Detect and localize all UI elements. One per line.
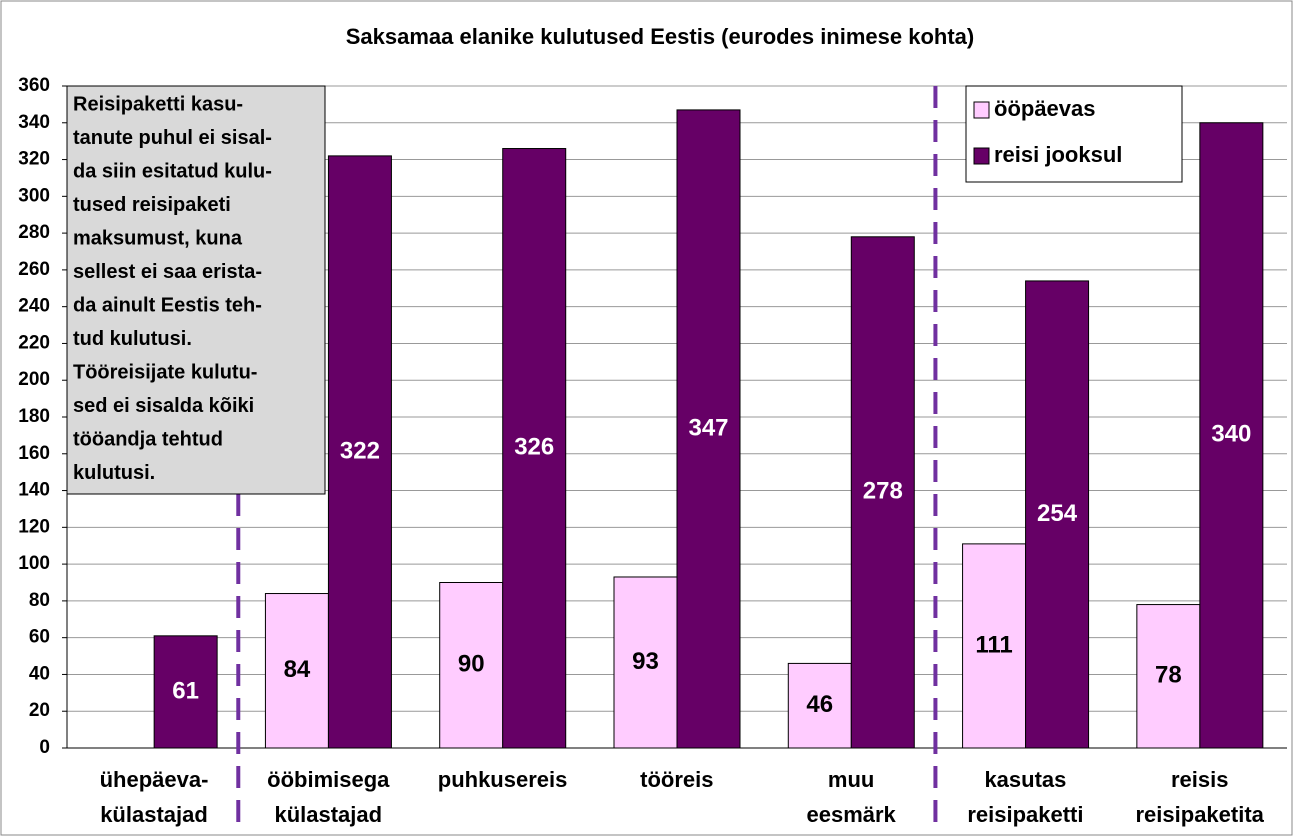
legend-label: reisi jooksul xyxy=(994,142,1122,167)
annotation-line: Tööreisijate kulutu- xyxy=(73,361,257,383)
legend-swatch xyxy=(973,101,990,119)
y-tick-label: 60 xyxy=(29,627,50,648)
y-tick-label: 180 xyxy=(18,406,50,427)
y-tick-label: 140 xyxy=(18,480,50,501)
y-tick-label: 20 xyxy=(29,700,50,721)
y-tick-label: 360 xyxy=(18,75,50,96)
annotation-line: tud kulutusi. xyxy=(73,328,192,350)
bar xyxy=(439,582,504,749)
data-label: 84 xyxy=(284,656,311,683)
bar xyxy=(962,543,1027,749)
legend-swatch xyxy=(973,147,990,165)
data-label: 254 xyxy=(1037,500,1078,527)
bar xyxy=(613,576,678,749)
y-tick-label: 280 xyxy=(18,222,50,243)
x-tick-label: reisis reisipaketita xyxy=(1135,767,1264,827)
bar xyxy=(850,236,915,749)
y-tick-label: 260 xyxy=(18,259,50,280)
bar xyxy=(1136,604,1201,749)
data-label: 322 xyxy=(340,437,380,464)
annotation-line: tööandja tehtud xyxy=(73,428,223,450)
y-tick-label: 340 xyxy=(18,112,50,133)
x-tick-label: tööreis xyxy=(640,767,714,792)
bar xyxy=(1199,122,1264,749)
data-label: 93 xyxy=(632,648,659,675)
bar xyxy=(676,109,741,749)
annotation-line: tused reisipaketi xyxy=(73,194,231,216)
y-tick-label: 80 xyxy=(29,590,50,611)
y-tick-label: 200 xyxy=(18,369,50,390)
y-tick-label: 160 xyxy=(18,443,50,464)
annotation-line: da ainult Eestis teh- xyxy=(73,294,262,316)
annotation-line: kulutusi. xyxy=(73,462,155,484)
data-label: 278 xyxy=(863,478,903,505)
annotation-line: maksumust, kuna xyxy=(73,227,243,249)
x-tick-label: kasutas reisipaketti xyxy=(967,767,1084,827)
data-label: 326 xyxy=(514,434,554,461)
y-tick-label: 100 xyxy=(18,553,50,574)
x-tick-label: puhkusereis xyxy=(437,767,568,792)
data-label: 61 xyxy=(172,677,199,704)
x-tick-label: ööbimisega külastajad xyxy=(267,767,390,827)
bar xyxy=(787,662,852,749)
bar xyxy=(153,635,218,749)
y-tick-label: 120 xyxy=(18,516,50,537)
data-label: 347 xyxy=(688,414,728,441)
bar xyxy=(264,593,329,749)
data-label: 46 xyxy=(806,691,833,718)
annotation-line: sed ei sisalda kõiki xyxy=(73,395,254,417)
annotation-line: da siin esitatud kulu- xyxy=(73,160,272,182)
y-tick-label: 0 xyxy=(39,737,50,758)
data-label: 90 xyxy=(458,651,485,678)
x-tick-label: muu eesmärk xyxy=(806,767,896,827)
annotation-line: tanute puhul ei sisal- xyxy=(73,127,272,149)
y-tick-label: 300 xyxy=(18,185,50,206)
annotation-line: Reisipaketti kasu- xyxy=(73,93,243,115)
bar xyxy=(1025,280,1090,749)
annotation-box xyxy=(66,85,326,495)
y-tick-label: 240 xyxy=(18,296,50,317)
bar xyxy=(502,148,567,749)
annotation-line: sellest ei saa erista- xyxy=(73,261,262,283)
data-label: 111 xyxy=(975,631,1012,658)
chart-title: Saksamaa elanike kulutused Eestis (eurod… xyxy=(346,24,974,49)
y-tick-label: 40 xyxy=(29,663,50,684)
bar xyxy=(327,155,392,749)
x-tick-label: ühepäeva- külastajad xyxy=(99,767,209,827)
y-tick-label: 220 xyxy=(18,332,50,353)
legend-label: ööpäevas xyxy=(994,96,1096,121)
legend-box xyxy=(965,85,1183,183)
y-tick-label: 320 xyxy=(18,149,50,170)
data-label: 340 xyxy=(1211,421,1251,448)
data-label: 78 xyxy=(1155,662,1182,689)
